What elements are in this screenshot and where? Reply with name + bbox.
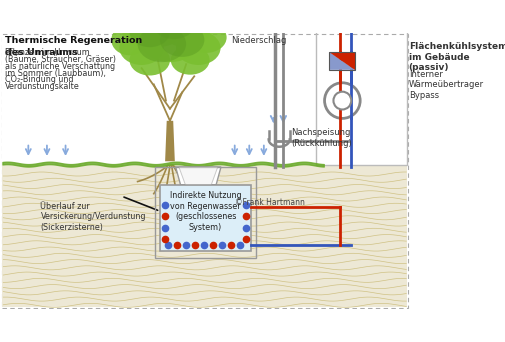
Polygon shape xyxy=(179,167,217,185)
Text: Thermische Regeneration
des Umraums: Thermische Regeneration des Umraums xyxy=(5,36,142,57)
Ellipse shape xyxy=(111,25,147,55)
Text: als natürliche Verschattung: als natürliche Verschattung xyxy=(5,62,115,71)
Ellipse shape xyxy=(166,5,206,34)
Ellipse shape xyxy=(156,0,192,19)
Polygon shape xyxy=(165,121,174,161)
Text: Verdunstungskälte: Verdunstungskälte xyxy=(5,82,79,91)
Ellipse shape xyxy=(129,16,170,47)
Polygon shape xyxy=(329,52,355,70)
Ellipse shape xyxy=(143,0,188,31)
Bar xyxy=(160,185,250,251)
Text: im Sommer (Laubbaum),: im Sommer (Laubbaum), xyxy=(5,69,106,78)
Ellipse shape xyxy=(139,18,200,62)
Ellipse shape xyxy=(176,31,220,65)
Text: Flächenkühlsystem
im Gebäude
(passiv): Flächenkühlsystem im Gebäude (passiv) xyxy=(408,42,505,72)
Ellipse shape xyxy=(160,23,204,57)
Circle shape xyxy=(324,83,360,118)
Text: Indirekte Nutzung
von Regenwasser
(geschlossenes
System): Indirekte Nutzung von Regenwasser (gesch… xyxy=(170,192,241,232)
Ellipse shape xyxy=(129,45,170,76)
Bar xyxy=(329,52,355,70)
Polygon shape xyxy=(175,167,221,185)
Text: Pflanzen im Umraum: Pflanzen im Umraum xyxy=(5,48,89,57)
Text: ©Frank Hartmann: ©Frank Hartmann xyxy=(234,198,304,207)
Ellipse shape xyxy=(119,31,164,65)
Circle shape xyxy=(333,92,350,109)
Ellipse shape xyxy=(153,8,194,39)
Ellipse shape xyxy=(122,18,161,46)
Bar xyxy=(155,167,255,258)
Text: CO₂-Bindung und: CO₂-Bindung und xyxy=(5,76,73,84)
Polygon shape xyxy=(329,52,355,70)
Text: Nachspeisung
(Rückkühlung): Nachspeisung (Rückkühlung) xyxy=(291,128,351,147)
Ellipse shape xyxy=(131,8,184,47)
Text: (Bäume, Sträucher, Gräser): (Bäume, Sträucher, Gräser) xyxy=(5,55,116,64)
Ellipse shape xyxy=(137,26,186,62)
Text: Niederschlag: Niederschlag xyxy=(231,36,286,45)
Ellipse shape xyxy=(170,45,209,75)
Ellipse shape xyxy=(162,11,210,48)
Ellipse shape xyxy=(186,22,226,53)
Bar xyxy=(3,38,407,165)
Bar xyxy=(3,165,407,307)
Text: Überlauf zur
Versickerung/Verdunstung
(Sickerzisterne): Überlauf zur Versickerung/Verdunstung (S… xyxy=(40,202,145,232)
Bar xyxy=(315,24,407,165)
Text: Interner
Wärmeübertrager
Bypass: Interner Wärmeübertrager Bypass xyxy=(408,70,483,100)
